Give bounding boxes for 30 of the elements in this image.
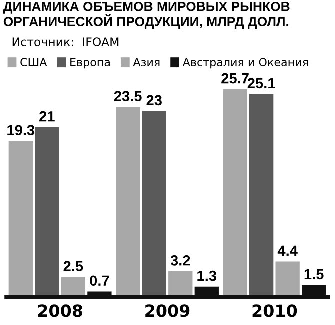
x-tick-label: 2008	[38, 304, 82, 318]
text: Источник: IFOAM	[12, 38, 119, 47]
x-tick-label: 2010	[252, 304, 298, 318]
bar	[35, 127, 60, 298]
legend-label: США	[20, 58, 48, 67]
data-label: 23.5	[114, 91, 142, 102]
legend-label: Европа	[70, 58, 110, 69]
data-label: 1.5	[304, 269, 324, 280]
legend-label: Азия	[133, 58, 160, 67]
data-label: 3.2	[170, 255, 190, 266]
data-label: 1.3	[198, 270, 217, 282]
bar	[61, 277, 86, 298]
bar	[116, 107, 140, 298]
bar	[8, 141, 33, 298]
bar	[249, 94, 274, 298]
x-tick-label: 2009	[146, 304, 190, 318]
data-label: 4.4	[278, 246, 298, 256]
bar	[223, 89, 248, 298]
data-label: 2.5	[64, 261, 84, 272]
chart-title: ДИНАМИКА ОБЪЕМОВ МИРОВЫХ РЫНКОВ ОРГАНИЧЕСКОЙ ПРОДУКЦИИ, МЛРД ДОЛЛ.	[3, 2, 290, 29]
data-label: 23	[146, 95, 162, 106]
data-label: 21	[40, 111, 55, 122]
bar	[276, 262, 300, 298]
data-label: 19.3	[8, 125, 35, 136]
data-label: 0.7	[90, 276, 110, 286]
legend-label: Австралия и Океания	[182, 58, 308, 69]
bar	[142, 111, 166, 298]
data-label: 25.1	[248, 78, 276, 89]
data-label: 25.7	[222, 73, 249, 84]
bar	[168, 271, 193, 298]
